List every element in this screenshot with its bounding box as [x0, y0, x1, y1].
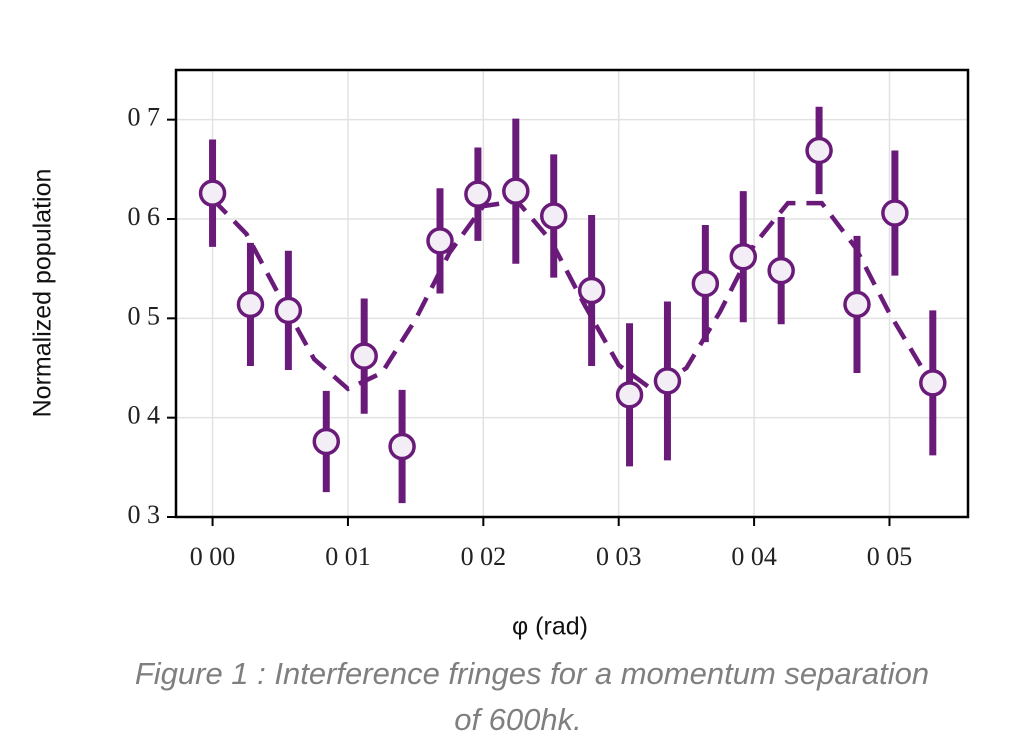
- x-axis-label: φ (rad): [512, 613, 588, 641]
- data-point: [236, 290, 265, 319]
- data-point: [691, 269, 720, 298]
- caption-line: of 600hk.: [454, 702, 582, 737]
- x-tick-label: 0 05: [867, 542, 913, 571]
- x-tick-label: 0 02: [461, 542, 507, 571]
- x-tick-label: 0 01: [325, 542, 371, 571]
- y-tick-label: 0 5: [128, 301, 161, 330]
- data-point: [843, 290, 871, 319]
- data-point: [350, 342, 378, 370]
- data-point: [653, 367, 682, 395]
- caption-line: Figure 1 : Interference fringes for a mo…: [135, 656, 929, 691]
- x-tick-label: 0 03: [596, 542, 642, 571]
- data-point: [464, 180, 492, 208]
- data-point: [388, 432, 416, 461]
- fit-curve: [210, 197, 932, 393]
- data-point: [539, 202, 568, 230]
- data-point: [426, 227, 454, 255]
- data-point: [577, 276, 606, 305]
- y-axis-label: Normalized population: [29, 169, 57, 418]
- plot-frame: [174, 68, 970, 519]
- y-tick-label: 0 4: [128, 401, 161, 430]
- data-point: [502, 177, 530, 205]
- data-point: [312, 427, 341, 456]
- data-point: [729, 242, 758, 271]
- x-tick-label: 0 00: [190, 542, 236, 571]
- data-point: [919, 369, 947, 397]
- data-point: [274, 296, 303, 325]
- x-tick-label: 0 04: [731, 542, 777, 571]
- y-tick-label: 0 7: [128, 103, 161, 132]
- data-point: [767, 256, 795, 285]
- data-point: [805, 136, 833, 165]
- data-point: [615, 381, 644, 409]
- data-point: [881, 199, 909, 227]
- y-tick-label: 0 3: [128, 500, 161, 529]
- y-tick-label: 0 6: [128, 202, 161, 231]
- data-point: [198, 179, 227, 207]
